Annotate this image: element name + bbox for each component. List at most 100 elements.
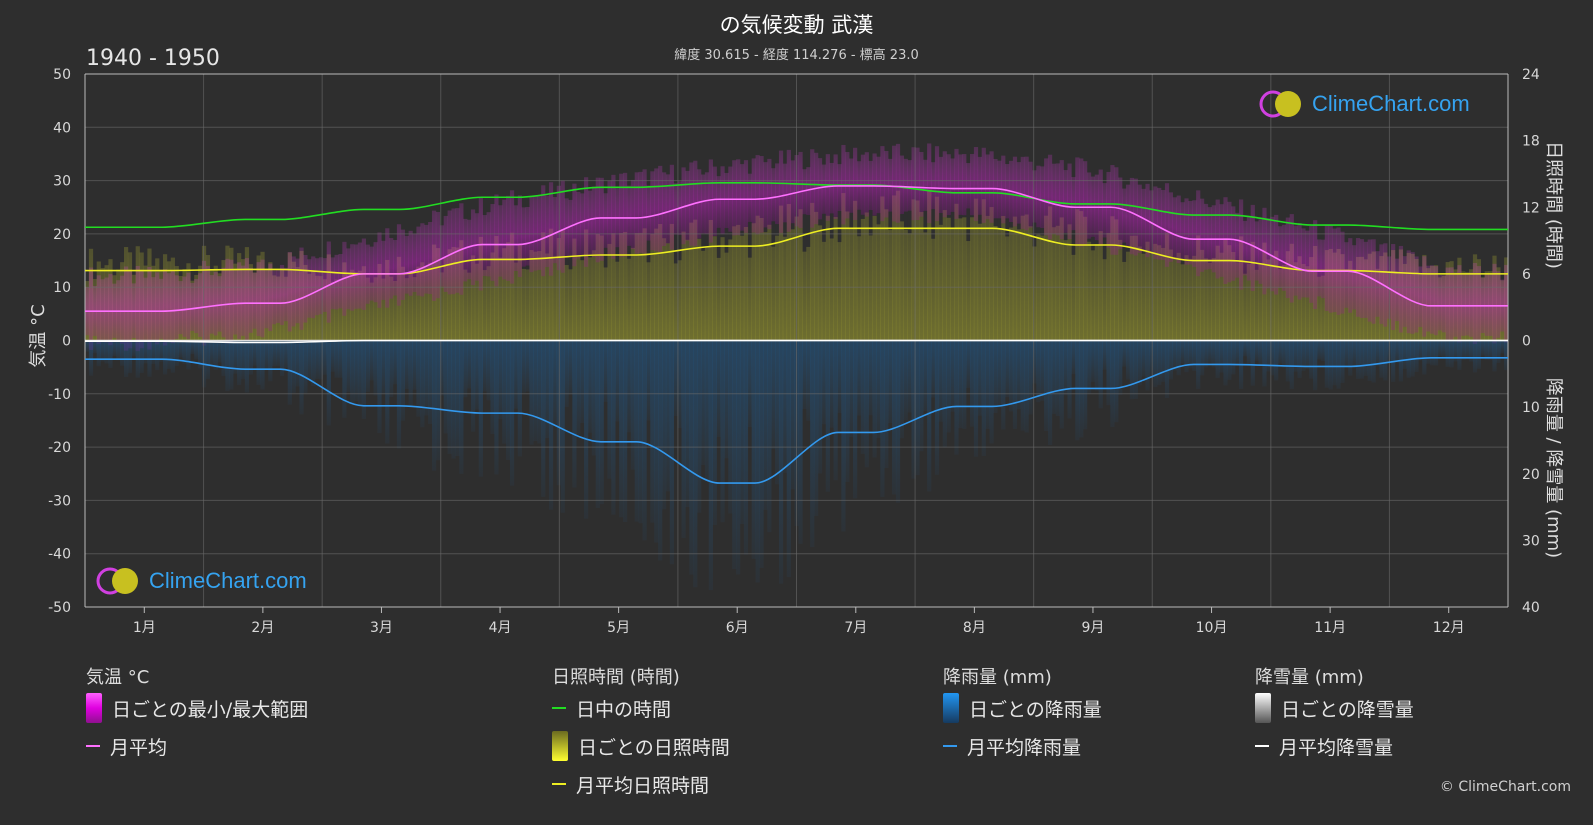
daily-sunshine-bar bbox=[845, 211, 850, 341]
daily-temp-range-bar bbox=[139, 269, 144, 349]
daily-temp-range-bar bbox=[743, 160, 749, 233]
daily-temp-range-bar bbox=[619, 173, 624, 258]
daily-rain-bar bbox=[1476, 340, 1482, 369]
legend-rain: 降雨量 (mm) 日ごとの降雨量 月平均降雨量 bbox=[943, 663, 1102, 765]
daily-sunshine-bar bbox=[849, 228, 854, 341]
daily-rain-bar bbox=[689, 340, 694, 575]
daily-rain-bar bbox=[923, 340, 928, 411]
daily-sunshine-bar bbox=[1231, 252, 1236, 341]
daily-sunshine-bar bbox=[833, 217, 838, 341]
daily-temp-range-bar bbox=[973, 147, 979, 221]
daily-sunshine-bar bbox=[1040, 235, 1045, 341]
y-tick-label-right-top: 6 bbox=[1522, 267, 1531, 283]
daily-temp-range-bar bbox=[1430, 265, 1435, 334]
daily-temp-range-bar bbox=[420, 223, 425, 297]
daily-rain-bar bbox=[946, 340, 951, 433]
daily-sunshine-bar bbox=[1168, 249, 1174, 341]
logo-top-right: ClimeChart.com bbox=[1258, 86, 1470, 122]
daily-sunshine-bar bbox=[334, 279, 339, 341]
daily-sunshine-bar bbox=[1125, 251, 1131, 341]
daily-rain-bar bbox=[513, 340, 519, 409]
daily-temp-range-bar bbox=[151, 277, 156, 342]
daily-temp-range-bar bbox=[1504, 264, 1509, 343]
daily-rain-bar bbox=[1020, 340, 1025, 431]
daily-rain-bar bbox=[736, 340, 741, 575]
daily-sunshine-bar bbox=[763, 232, 768, 341]
daily-rain-bar bbox=[1246, 340, 1251, 366]
daily-sunshine-bar bbox=[1032, 246, 1037, 341]
daily-rain-bar bbox=[993, 340, 998, 414]
daily-rain-bar bbox=[989, 340, 994, 444]
daily-temp-range-bar bbox=[946, 154, 951, 216]
daily-temp-range-bar bbox=[545, 195, 550, 268]
daily-temp-range-bar bbox=[599, 177, 604, 261]
daily-sunshine-bar bbox=[931, 238, 936, 341]
daily-temp-range-bar bbox=[927, 143, 932, 224]
daily-temp-range-bar bbox=[1059, 160, 1064, 240]
daily-sunshine-bar bbox=[806, 246, 811, 341]
daily-rain-bar bbox=[739, 340, 745, 524]
daily-sunshine-bar bbox=[817, 225, 823, 341]
daily-temp-range-bar bbox=[654, 168, 659, 252]
daily-sunshine-bar bbox=[1129, 235, 1135, 341]
daily-sunshine-bar bbox=[525, 269, 530, 341]
daily-sunshine-bar bbox=[642, 228, 647, 341]
daily-temp-range-bar bbox=[303, 254, 308, 323]
daily-sunshine-bar bbox=[529, 250, 534, 341]
daily-temp-range-bar bbox=[389, 238, 394, 299]
daily-temp-range-bar bbox=[899, 155, 905, 215]
daily-sunshine-bar bbox=[747, 257, 752, 341]
daily-temp-range-bar bbox=[751, 158, 756, 233]
daily-temp-range-bar bbox=[977, 156, 982, 215]
daily-sunshine-bar bbox=[771, 246, 776, 341]
daily-sunshine-bar bbox=[728, 239, 733, 341]
y-tick-label-left: -50 bbox=[48, 600, 71, 616]
daily-temp-range-bar bbox=[634, 172, 639, 254]
daily-temp-range-bar bbox=[958, 154, 963, 215]
daily-temp-range-bar bbox=[143, 277, 148, 343]
daily-rain-bar bbox=[170, 340, 175, 373]
legend-swatch bbox=[552, 731, 568, 761]
daily-rain-bar bbox=[634, 340, 639, 522]
daily-rain-bar bbox=[876, 340, 881, 438]
daily-rain-bar bbox=[1285, 340, 1290, 382]
daily-sunshine-bar bbox=[658, 224, 663, 341]
daily-temp-range-bar bbox=[1036, 165, 1041, 228]
daily-rain-bar bbox=[716, 340, 721, 437]
daily-rain-bar bbox=[217, 340, 222, 363]
daily-temp-range-bar bbox=[985, 154, 990, 220]
daily-temp-range-bar bbox=[346, 248, 351, 310]
daily-sunshine-bar bbox=[903, 229, 908, 341]
daily-rain-bar bbox=[279, 340, 285, 376]
daily-rain-bar bbox=[389, 340, 394, 398]
daily-rain-bar bbox=[404, 340, 409, 389]
daily-temp-range-bar bbox=[552, 197, 558, 264]
daily-sunshine-bar bbox=[467, 272, 472, 341]
daily-sunshine-bar bbox=[439, 272, 444, 341]
daily-temp-range-bar bbox=[268, 263, 273, 332]
daily-temp-range-bar bbox=[1020, 156, 1025, 229]
daily-sunshine-bar bbox=[1161, 247, 1166, 341]
daily-rain-bar bbox=[825, 340, 830, 492]
daily-rain-bar bbox=[537, 340, 542, 444]
logo-text: ClimeChart.com bbox=[1312, 91, 1470, 116]
daily-sunshine-bar bbox=[330, 281, 335, 341]
daily-sunshine-bar bbox=[716, 257, 721, 341]
legend-item: 月平均日照時間 bbox=[552, 765, 730, 803]
daily-rain-bar bbox=[1363, 340, 1368, 376]
x-tick-label: 6月 bbox=[726, 620, 749, 636]
daily-temp-range-bar bbox=[829, 162, 834, 214]
daily-temp-range-bar bbox=[798, 151, 803, 228]
daily-rain-bar bbox=[420, 340, 425, 428]
legend-label: 月平均降雨量 bbox=[967, 736, 1082, 759]
daily-sunshine-bar bbox=[638, 232, 643, 341]
daily-temp-range-bar bbox=[408, 230, 413, 296]
daily-sunshine-bar bbox=[700, 250, 706, 341]
daily-sunshine-bar bbox=[470, 255, 476, 341]
chart-subtitle: 緯度 30.615 - 経度 114.276 - 標高 23.0 bbox=[674, 48, 919, 63]
daily-temp-range-bar bbox=[1274, 214, 1279, 295]
daily-temp-range-bar bbox=[1383, 243, 1388, 327]
daily-rain-bar bbox=[307, 340, 312, 380]
daily-rain-bar bbox=[338, 340, 343, 378]
daily-temp-range-bar bbox=[1363, 241, 1368, 318]
